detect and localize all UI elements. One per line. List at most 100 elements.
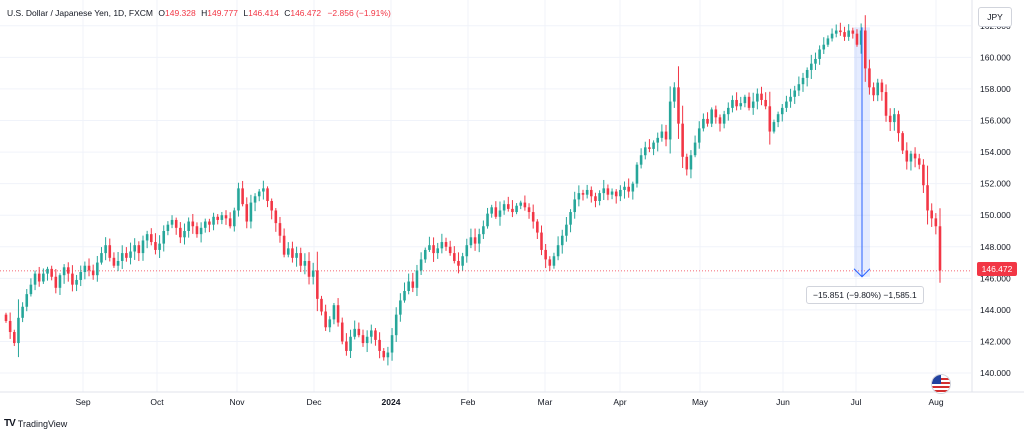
candle-body [913,153,917,159]
candle-body [581,193,585,195]
candle-body [855,33,859,45]
candle-body [560,235,564,246]
candle-body [511,208,514,213]
candle-body [548,259,552,266]
price-tick-label: 152.000 [980,179,1011,189]
candle-body [863,30,867,69]
candle-body [598,193,601,201]
candle-body [295,253,298,258]
candle-body [523,202,527,208]
candle-body [42,273,45,282]
candle-body [843,32,846,37]
candle-body [531,212,535,222]
candle-body [212,216,215,225]
candle-body [689,155,693,170]
candle-body [536,221,539,233]
candle-body [486,213,489,227]
candle-body [905,150,909,162]
candle-body [253,196,257,203]
candle-body [54,276,58,288]
candle-body [336,305,340,323]
candle-body [332,305,336,320]
candle-body [158,243,161,250]
us-flag-icon[interactable] [931,374,951,394]
candle-body [407,281,410,291]
candle-body [91,270,95,276]
candle-body [137,245,141,254]
candle-body [805,69,809,78]
candle-body [166,224,170,231]
candle-body [643,147,647,156]
candle-body [727,107,730,115]
candle-body [498,210,502,217]
candle-body [631,183,635,192]
candle-body [150,234,153,243]
open-value: 149.328 [165,8,196,18]
candle-body [390,335,394,353]
candle-body [108,245,112,258]
time-tick-label: Jun [776,397,790,407]
candle-body [100,253,103,263]
candle-body [652,142,655,149]
candle-body [33,273,37,285]
candle-body [872,87,875,96]
candle-body [374,330,377,340]
candle-body [826,38,830,45]
candle-body [203,221,207,228]
candle-body [403,290,406,301]
candle-body [394,314,398,336]
candle-body [814,58,817,64]
candle-body [619,189,622,197]
brand[interactable]: TV TradingView [4,418,67,429]
candle-body [46,268,49,274]
time-tick-label: Sep [75,397,90,407]
candle-body [461,256,464,266]
candle-body [731,99,734,108]
candle-body [768,106,772,132]
candle-body [569,212,572,225]
high-label: H [201,8,208,18]
candle-body [307,260,311,277]
candle-body [411,281,415,288]
candle-body [79,272,83,280]
candle-body [635,164,639,184]
candle-body [266,188,269,201]
candle-body [120,253,124,261]
candle-body [349,336,352,351]
candle-body [141,240,145,254]
candle-body [901,133,904,151]
candle-body [386,352,390,358]
candle-body [693,142,697,156]
candle-body [722,114,726,124]
candle-body [96,262,99,276]
candle-body [50,268,53,277]
candle-body [702,118,705,129]
candle-body [934,218,938,227]
time-tick-label: May [692,397,709,407]
candle-body [789,96,792,102]
currency-button[interactable]: JPY [978,7,1012,27]
candle-body [868,68,871,88]
candle-body [465,245,469,257]
symbol-title[interactable]: U.S. Dollar / Japanese Yen, 1D, FXCM [7,8,153,18]
candle-body [760,93,763,100]
candle-body [116,260,120,266]
candle-body [780,107,784,115]
candle-body [340,322,344,342]
candle-body [793,90,796,97]
candle-body [859,30,863,45]
candle-body [282,235,286,255]
candle-body [4,314,8,321]
candle-body [162,230,166,244]
candle-body [170,219,174,225]
candle-body [710,109,713,124]
candle-body [897,114,900,134]
candle-body [540,232,543,250]
candle-body [614,191,618,197]
candle-body [191,221,195,227]
candle-body [224,215,228,219]
candle-body [37,273,41,282]
candle-body [104,245,107,254]
candle-body [440,242,444,249]
